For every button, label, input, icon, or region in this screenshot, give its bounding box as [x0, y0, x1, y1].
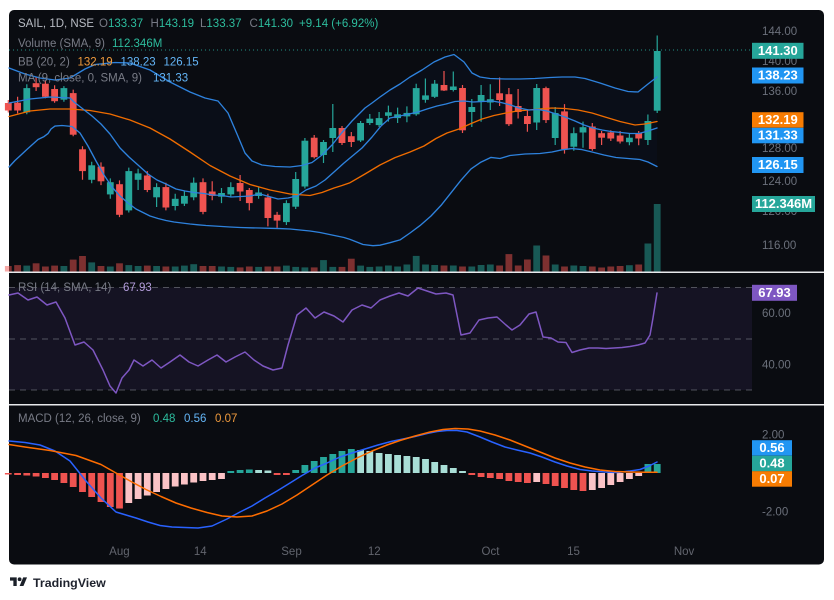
svg-text:140.00: 140.00: [762, 56, 797, 68]
svg-text:Nov: Nov: [674, 546, 695, 558]
svg-text:MACD (12, 26, close, 9): MACD (12, 26, close, 9): [18, 413, 141, 425]
svg-text:C141.30: C141.30: [250, 18, 294, 30]
svg-text:Aug: Aug: [109, 546, 129, 558]
svg-text:0.56: 0.56: [184, 413, 206, 425]
svg-text:67.93: 67.93: [123, 282, 152, 294]
svg-text:112.346M: 112.346M: [112, 38, 162, 50]
svg-text:136.00: 136.00: [762, 86, 797, 98]
svg-text:MA (9, close, 0, SMA, 9): MA (9, close, 0, SMA, 9): [18, 73, 142, 85]
svg-text:Sep: Sep: [281, 546, 301, 558]
svg-text:SAIL, 1D, NSE: SAIL, 1D, NSE: [18, 18, 94, 30]
svg-text:15: 15: [567, 546, 580, 558]
svg-text:0.48: 0.48: [153, 413, 175, 425]
svg-text:141.30: 141.30: [758, 43, 798, 58]
svg-text:0.07: 0.07: [215, 413, 237, 425]
svg-text:-2.00: -2.00: [762, 507, 788, 519]
svg-text:138.23: 138.23: [121, 57, 156, 69]
svg-text:144.00: 144.00: [762, 26, 797, 38]
svg-text:0.07: 0.07: [759, 471, 784, 486]
svg-text:138.23: 138.23: [758, 68, 798, 83]
svg-text:132.19: 132.19: [78, 57, 113, 69]
svg-text:124.00: 124.00: [762, 176, 797, 188]
svg-text:131.33: 131.33: [153, 73, 188, 85]
svg-text:H143.19: H143.19: [151, 18, 195, 30]
svg-text:126.15: 126.15: [758, 157, 798, 172]
svg-text:0.48: 0.48: [759, 456, 784, 471]
svg-text:12: 12: [368, 546, 381, 558]
svg-text:132.19: 132.19: [758, 112, 798, 127]
svg-text:Oct: Oct: [482, 546, 501, 558]
svg-text:112.346M: 112.346M: [755, 196, 812, 211]
svg-text:126.15: 126.15: [164, 57, 199, 69]
svg-text:BB (20, 2): BB (20, 2): [18, 57, 70, 69]
svg-text:2.00: 2.00: [762, 430, 784, 442]
svg-text:RSI (14, SMA, 14): RSI (14, SMA, 14): [18, 282, 111, 294]
svg-text:40.00: 40.00: [762, 360, 791, 372]
svg-text:131.33: 131.33: [758, 128, 798, 143]
svg-text:116.00: 116.00: [762, 240, 796, 252]
svg-text:0.56: 0.56: [759, 440, 784, 455]
svg-text:67.93: 67.93: [758, 285, 791, 300]
svg-text:O133.37: O133.37: [99, 18, 143, 30]
svg-text:TradingView: TradingView: [33, 576, 106, 590]
svg-text:128.00: 128.00: [762, 143, 797, 155]
svg-text:L133.37: L133.37: [200, 18, 242, 30]
svg-text:+9.14 (+6.92%): +9.14 (+6.92%): [299, 18, 378, 30]
svg-text:60.00: 60.00: [762, 308, 791, 320]
svg-text:Volume (SMA, 9): Volume (SMA, 9): [18, 38, 105, 50]
svg-text:14: 14: [194, 546, 207, 558]
